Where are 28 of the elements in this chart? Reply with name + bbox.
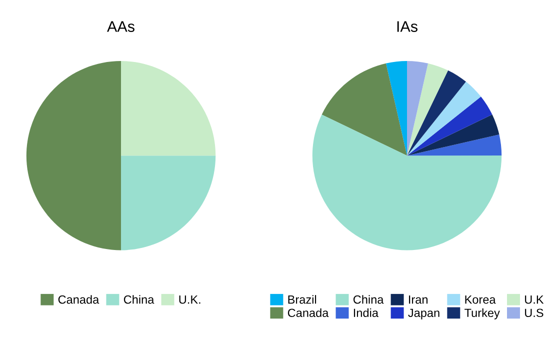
pie-slice [407, 96, 492, 156]
legend-label: India [354, 308, 378, 318]
pie-slice [407, 114, 500, 156]
legend-label: Canada [288, 308, 329, 318]
pie-slice [26, 61, 121, 250]
pie-slice [407, 63, 448, 156]
pie-slice [407, 70, 466, 156]
pie-slice [407, 61, 428, 156]
legend-label: Turkey [464, 308, 500, 320]
pie-slice [121, 156, 216, 250]
legend-label: Korea [465, 296, 496, 304]
legend-label: U.K [525, 296, 544, 304]
pie-slice [407, 134, 502, 156]
legend-label: U.S [525, 308, 544, 318]
chart-title: AAs [107, 21, 134, 32]
pie-slice [407, 82, 481, 156]
legend-label: China [124, 295, 154, 304]
chart-title: IAs [397, 21, 418, 32]
legend-label: Canada [58, 295, 100, 304]
legend-label: Brazil [288, 295, 316, 304]
pie-slice [121, 61, 216, 156]
legend-label: Japan [408, 308, 440, 320]
pie-slice [312, 114, 502, 250]
legend-label: China [353, 295, 384, 304]
pie-slice [386, 61, 407, 156]
pie-slice [322, 63, 407, 156]
legend-label: Iran [409, 296, 428, 304]
legend-label: U.K. [179, 296, 200, 304]
